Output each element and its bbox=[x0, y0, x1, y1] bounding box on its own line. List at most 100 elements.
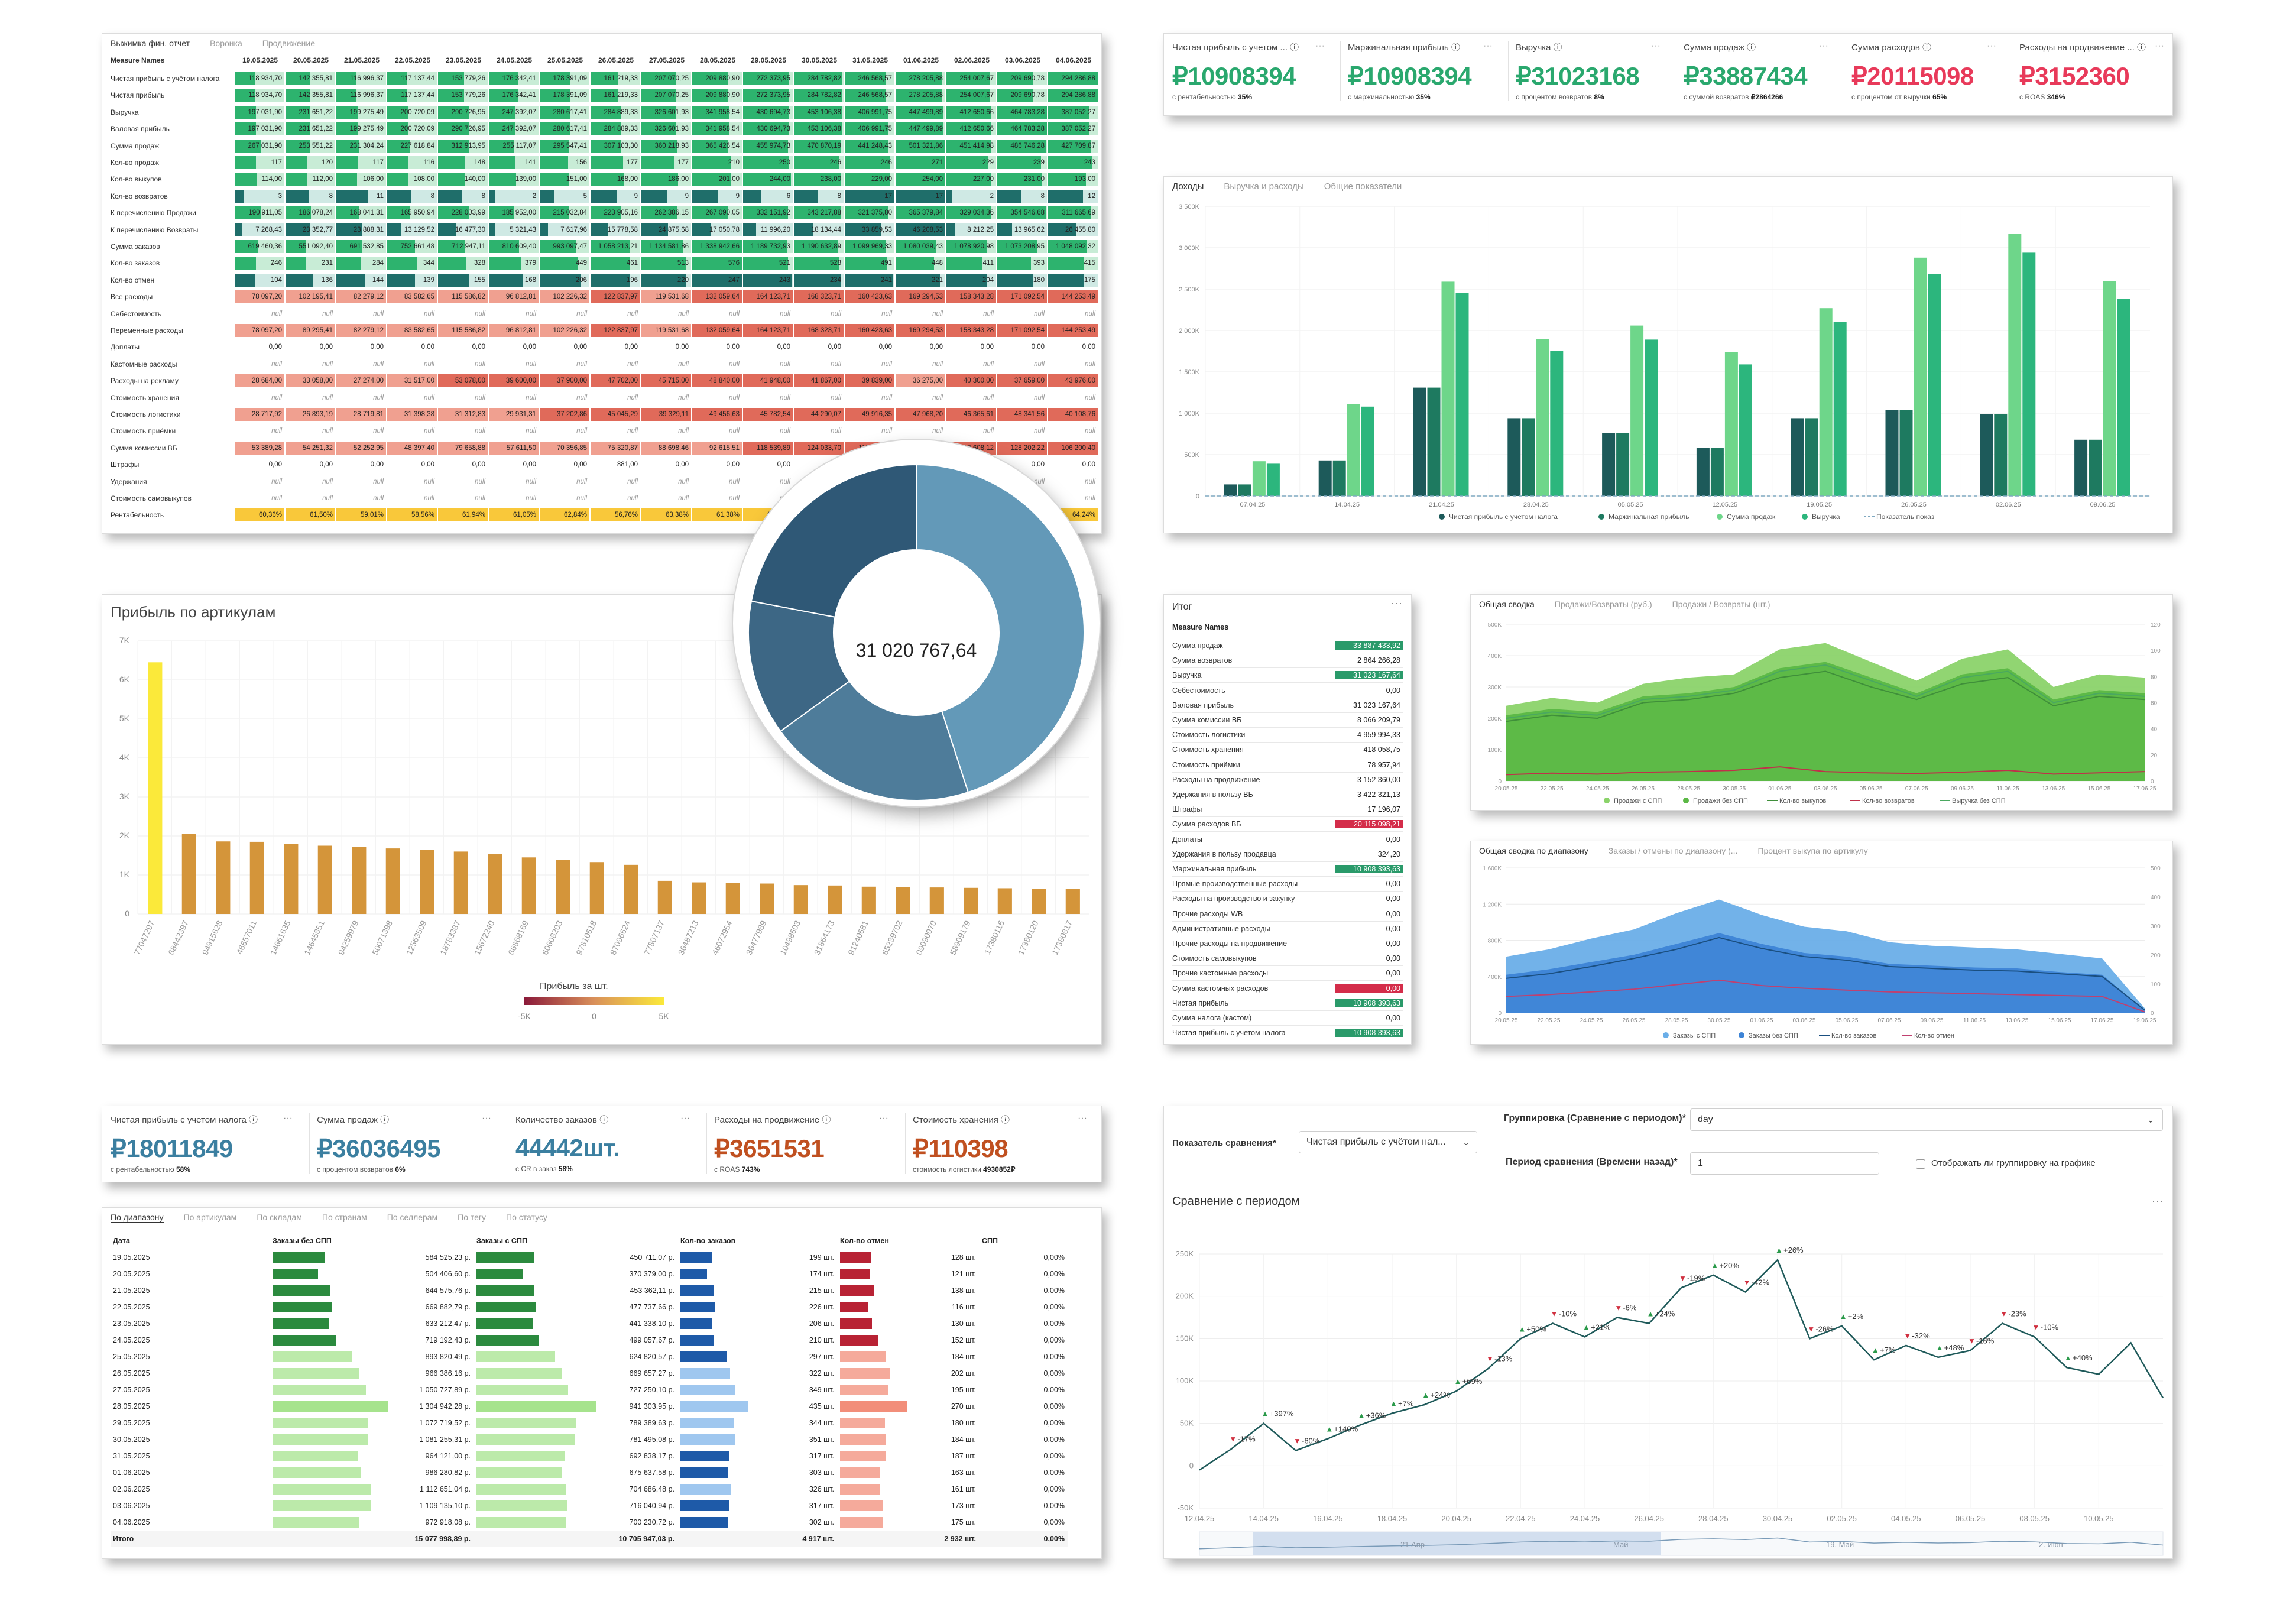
cell-value: 46 208,53 bbox=[912, 226, 943, 234]
table-cell: 8 bbox=[438, 189, 488, 203]
cell-value: 5 321,43 bbox=[510, 226, 536, 234]
tab-range-table[interactable]: По диапазону bbox=[111, 1213, 164, 1223]
cell-bar bbox=[438, 89, 464, 102]
group-select[interactable]: day ⌄ bbox=[1690, 1108, 2163, 1131]
table-cell: 1 058 213,21 bbox=[591, 240, 640, 253]
row-label: Прочие кастомные расходы bbox=[1172, 969, 1269, 978]
tab-summary[interactable]: Общая сводка bbox=[1479, 599, 1535, 609]
cell-value: null bbox=[373, 360, 384, 368]
date-header: 02.06.2025 bbox=[954, 56, 990, 64]
kpi-menu-icon[interactable]: ··· bbox=[1819, 41, 1828, 51]
table-cell: 0,00% bbox=[980, 1367, 1068, 1380]
table-cell: 41 948,00 bbox=[743, 374, 793, 388]
table-cell: 365 379,84 bbox=[896, 206, 945, 220]
tab-range-table[interactable]: По селлерам bbox=[387, 1213, 438, 1222]
cell-value: 117 137,44 bbox=[401, 75, 434, 82]
period-input[interactable]: 1 bbox=[1690, 1152, 1879, 1175]
tab-general[interactable]: Общие показатели bbox=[1324, 181, 1402, 192]
x-tick-label: 22.05.25 bbox=[1538, 1017, 1561, 1024]
kpi-menu-icon[interactable]: ··· bbox=[283, 1113, 293, 1123]
table-cell: 254 007,67 bbox=[946, 89, 996, 102]
tab-range-table[interactable]: По складам bbox=[257, 1213, 302, 1222]
y-tick-label: 0 bbox=[1196, 493, 1199, 500]
kpi-menu-icon[interactable]: ··· bbox=[1483, 41, 1493, 51]
cell-value: 412 650,66 bbox=[959, 125, 994, 133]
compare-menu-icon[interactable]: ··· bbox=[2152, 1195, 2164, 1207]
tab-promotion[interactable]: Продвижение bbox=[262, 38, 315, 48]
tab-range-table[interactable]: По статусу bbox=[506, 1213, 547, 1222]
kpi-menu-icon[interactable]: ··· bbox=[2155, 41, 2164, 51]
tab-range-table[interactable]: По артикулам bbox=[183, 1213, 237, 1222]
table-cell: 187 шт. bbox=[838, 1450, 980, 1463]
kpi-menu-icon[interactable]: ··· bbox=[1987, 41, 1996, 51]
cell-value: 244,00 bbox=[769, 176, 790, 183]
row-value: 10 908 393,63 bbox=[1335, 865, 1403, 873]
x-tick-label: 09.06.25 bbox=[1951, 786, 1974, 792]
cell-value: 78 097,20 bbox=[251, 293, 282, 301]
profit-articles-title: Прибыль по артикулам bbox=[111, 603, 276, 621]
cell-bar bbox=[997, 139, 1046, 153]
cell-bar bbox=[845, 173, 890, 186]
cell-value: 789 389,63 р. bbox=[629, 1419, 674, 1427]
kpi-menu-icon[interactable]: ··· bbox=[879, 1113, 888, 1123]
table-cell: 0,00 bbox=[845, 341, 894, 354]
cell-value: 881,00 bbox=[617, 461, 638, 469]
cell-value: 986 280,82 р. bbox=[425, 1469, 471, 1477]
table-cell: 0,00 bbox=[591, 341, 640, 354]
row-value: 0,00 bbox=[1386, 880, 1400, 889]
table-cell: 302 шт. bbox=[678, 1516, 838, 1529]
kpi-menu-icon[interactable]: ··· bbox=[482, 1113, 491, 1123]
tab-revenue-expenses[interactable]: Выручка и расходы bbox=[1224, 181, 1304, 192]
summary-chart-panel: Общая сводка Продажи/Возвраты (руб.) Про… bbox=[1470, 594, 2173, 811]
table-cell: 79 658,88 bbox=[438, 441, 488, 455]
cell-value: null bbox=[475, 360, 485, 368]
grouping-checkbox[interactable] bbox=[1916, 1159, 1925, 1169]
cell-bar bbox=[476, 1401, 596, 1412]
table-cell: 993 097,47 bbox=[540, 240, 589, 253]
tab-orders-cancel[interactable]: Заказы / отмены по диапазону (... bbox=[1608, 846, 1738, 855]
cell-value: null bbox=[729, 478, 740, 485]
bar bbox=[1805, 418, 1818, 496]
tab-range-summary[interactable]: Общая сводка по диапазону bbox=[1479, 846, 1588, 855]
cell-bar bbox=[336, 189, 369, 203]
cell-value: 280 617,41 bbox=[553, 108, 587, 116]
kpi-menu-icon[interactable]: ··· bbox=[1078, 1113, 1087, 1123]
cell-bar bbox=[680, 1418, 734, 1428]
tab-range-table[interactable]: По странам bbox=[322, 1213, 367, 1222]
x-tick-label: 46072954 bbox=[710, 919, 734, 956]
tab-buyout[interactable]: Процент выкупа по артикулу bbox=[1757, 846, 1868, 855]
kpi-card: Маржинальная прибыль ⓘ ··· ₽10908394 с марж… bbox=[1340, 41, 1500, 101]
cell-bar bbox=[1048, 324, 1098, 337]
table-cell: 9 bbox=[641, 189, 691, 203]
cell-value: null bbox=[271, 394, 282, 401]
kpi-card: Чистая прибыль с учетом ... ⓘ ··· ₽1090839… bbox=[1172, 41, 1332, 101]
table-cell: null bbox=[438, 307, 488, 320]
table-cell: 163 шт. bbox=[838, 1466, 980, 1479]
cell-bar bbox=[946, 206, 991, 220]
kpi-menu-icon[interactable]: ··· bbox=[1651, 41, 1661, 51]
cell-bar bbox=[540, 189, 554, 203]
tab-income[interactable]: Доходы bbox=[1172, 181, 1204, 192]
change-marker: ▼ bbox=[2000, 1309, 2008, 1318]
tab-range-table[interactable]: По тегу bbox=[458, 1213, 487, 1222]
tab-funnel[interactable]: Воронка bbox=[210, 38, 242, 48]
tab-fin-report[interactable]: Выжимка фин. отчет bbox=[111, 38, 190, 48]
legend-label: Заказы с СПП bbox=[1673, 1032, 1716, 1039]
cell-value: 0,00 bbox=[675, 461, 689, 469]
table-row: 01.06.2025 986 280,82 р. 675 637,58 р. 303 … bbox=[111, 1464, 1068, 1481]
metric-select[interactable]: Чистая прибыль с учётом нал... ⌄ bbox=[1299, 1131, 1477, 1153]
table-cell: 284 889,33 bbox=[591, 122, 640, 136]
tab-sales-pcs[interactable]: Продажи / Возвраты (шт.) bbox=[1672, 599, 1770, 609]
table-cell: null bbox=[387, 475, 437, 488]
cell-value: 1 050 727,89 р. bbox=[419, 1386, 471, 1394]
table-cell: 254 007,67 bbox=[946, 72, 996, 85]
table-cell: 18 134,44 bbox=[794, 223, 844, 236]
x-tick-label: 01.06.25 bbox=[1750, 1017, 1773, 1024]
y-tick-label: 120 bbox=[2151, 622, 2161, 628]
cell-value: 0,00 bbox=[1031, 343, 1045, 351]
itog-menu-icon[interactable]: ··· bbox=[1390, 597, 1403, 609]
cell-value: 209 690,78 bbox=[1010, 75, 1045, 82]
kpi-menu-icon[interactable]: ··· bbox=[680, 1113, 690, 1123]
tab-sales-rub[interactable]: Продажи/Возвраты (руб.) bbox=[1554, 599, 1652, 609]
kpi-menu-icon[interactable]: ··· bbox=[1315, 41, 1325, 51]
